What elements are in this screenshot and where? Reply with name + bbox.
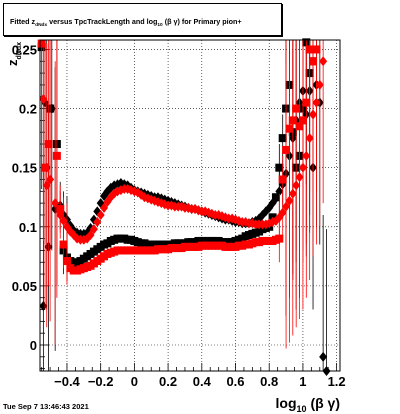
x-tick-label: 0.8	[260, 374, 278, 389]
chart-title-suffix: (β γ) for Primary pion+	[162, 17, 242, 26]
y-tick-label: 0.15	[12, 161, 37, 176]
data-point-square	[37, 39, 46, 48]
x-tick-label: 1.2	[328, 374, 346, 389]
data-point-diamond	[89, 224, 98, 235]
x-tick-label: −0.2	[88, 374, 114, 389]
data-point-square	[282, 145, 291, 154]
data-point-square	[305, 45, 314, 54]
chart-title-sub-dndx: dNdx	[35, 23, 48, 28]
data-point-diamond	[278, 207, 287, 218]
y-tick-label: 0	[30, 338, 37, 353]
data-point-square	[56, 205, 65, 214]
chart-title-middle: versus TpcTrackLength and log	[47, 17, 158, 26]
x-tick-label: 0.4	[193, 374, 212, 389]
data-point-square	[278, 175, 287, 184]
data-point-diamond	[100, 202, 109, 213]
data-point-diamond	[86, 230, 95, 241]
data-point-square	[275, 163, 284, 172]
data-point-square	[278, 134, 287, 143]
x-tick-label: 0.2	[159, 374, 177, 389]
data-point-square	[312, 45, 321, 54]
data-point-square	[298, 116, 307, 125]
y-axis-title: zdNdx	[5, 42, 23, 66]
data-point-square	[288, 116, 297, 125]
x-tick-label: 0.6	[226, 374, 244, 389]
data-point-square	[292, 104, 301, 113]
data-point-square	[41, 163, 50, 172]
data-point-diamond	[319, 56, 328, 67]
x-tick-label: 1	[299, 374, 306, 389]
data-point-square	[295, 122, 304, 131]
data-point-square	[275, 234, 284, 243]
data-point-square	[271, 193, 280, 202]
y-tick-label: 0.1	[19, 220, 37, 235]
chart-title-box: Fitted zdNdx versus TpcTrackLength and l…	[3, 3, 282, 36]
x-axis-title: log10 (β γ)	[276, 395, 340, 414]
timestamp: Tue Sep 7 13:46:43 2021	[3, 402, 89, 411]
data-point-square	[62, 257, 71, 266]
data-point-diamond	[315, 79, 324, 90]
data-point-square	[285, 124, 294, 133]
data-point-square	[302, 98, 311, 107]
chart-title-prefix: Fitted z	[10, 17, 36, 26]
chart-title-sub-10: 10	[157, 23, 163, 28]
data-point-diamond	[96, 209, 105, 220]
series-3	[37, 39, 321, 310]
data-point-square	[44, 140, 53, 149]
x-tick-label: 0	[131, 374, 138, 389]
y-tick-label: 0.25	[12, 42, 37, 57]
x-tick-label: −0.4	[54, 374, 80, 389]
data-point-diamond	[319, 351, 328, 362]
chart-title: Fitted zdNdx versus TpcTrackLength and l…	[10, 17, 242, 28]
y-tick-label: 0.05	[12, 279, 37, 294]
data-point-square	[52, 151, 61, 160]
y-tick-label: 0.2	[19, 102, 37, 117]
data-point-square	[309, 57, 318, 66]
plot-frame	[39, 39, 341, 372]
data-point-square	[59, 240, 68, 249]
data-point-diamond	[93, 217, 102, 228]
plot-area	[37, 38, 341, 376]
